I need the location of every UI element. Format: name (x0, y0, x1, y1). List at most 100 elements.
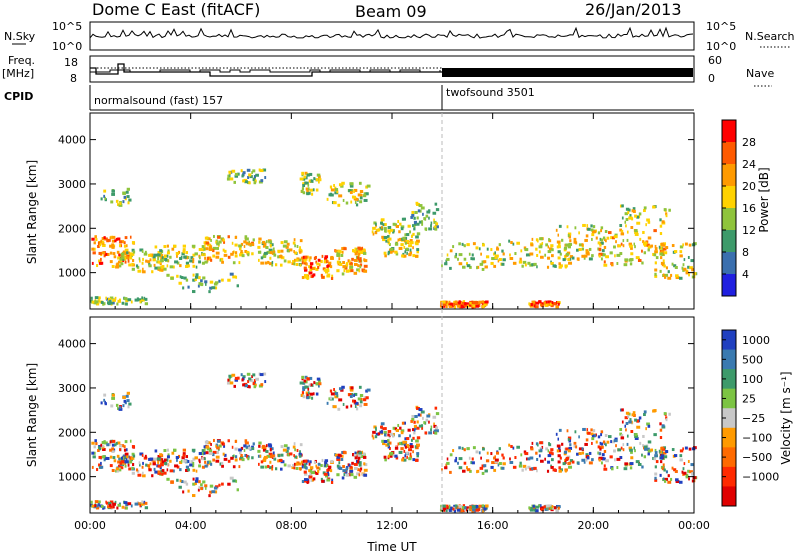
velocity-cell-935 (512, 465, 517, 469)
velocity-cell-808 (478, 504, 482, 508)
power-cell-153 (148, 253, 152, 257)
velocity-cell-1103 (604, 443, 607, 447)
power-cell-1123 (628, 242, 633, 246)
velocity-cell-230 (209, 447, 212, 451)
velocity-cell-1066 (586, 456, 590, 460)
power-cell-939 (548, 247, 553, 251)
noise-panel: N.Sky 10^5 10^0 10^5 10^0 N.Search (4, 20, 795, 53)
velocity-cell-662 (351, 392, 354, 396)
velocity-cell-742 (248, 377, 252, 381)
velocity-cell-839 (467, 508, 470, 512)
velocity-cell-371 (278, 458, 283, 462)
power-cell-989 (547, 245, 550, 249)
power-cell-1112 (641, 261, 644, 265)
velocity-cell-389 (283, 463, 287, 467)
power-cell-655 (315, 188, 319, 192)
power-cell-454 (330, 255, 334, 259)
velocity-cell-1041 (600, 442, 604, 446)
velocity-cell-714 (253, 379, 257, 383)
velocity-cell-726 (226, 381, 230, 385)
power-cell-16 (109, 236, 112, 240)
power-cell-840 (450, 303, 455, 307)
colorbar-tick-1-6: −500 (742, 451, 772, 464)
velocity-cell-207 (157, 464, 162, 468)
velocity-cell-1067 (567, 438, 570, 442)
power-cell-425 (320, 273, 323, 277)
velocity-cell-883 (484, 469, 488, 473)
colorbar-swatch-0-2 (722, 164, 736, 187)
velocity-cell-474 (340, 457, 344, 461)
power-cell-1075 (626, 230, 629, 234)
power-cell-639 (299, 177, 304, 181)
velocity-cell-451 (301, 465, 304, 469)
velocity-cell-1174 (663, 455, 668, 459)
velocity-cell-1011 (565, 447, 569, 451)
velocity-cell-633 (302, 386, 306, 390)
velocity-cell-1348 (97, 503, 100, 507)
power-cell-131 (152, 258, 156, 262)
velocity-cell-271 (212, 438, 215, 442)
power-cell-459 (323, 268, 328, 272)
velocity-cell-502 (351, 461, 354, 465)
velocity-cell-1332 (109, 500, 114, 504)
power-cell-659 (353, 188, 358, 192)
power-cell-984 (524, 248, 529, 252)
velocity-cell-663 (329, 389, 333, 393)
velocity-cell-361 (268, 452, 273, 456)
power-cell-28 (103, 254, 106, 258)
power-cell-1465 (192, 278, 196, 282)
velocity-cell-1212 (690, 463, 694, 467)
power-cell-206 (175, 252, 179, 256)
velocity-cell-1001 (590, 432, 594, 436)
power-cell-155 (125, 254, 128, 258)
velocity-cell-407 (327, 473, 330, 477)
power-cell-150 (138, 257, 141, 261)
velocity-cell-324 (299, 443, 303, 447)
power-cell-1330 (139, 300, 142, 304)
power-cell-291 (223, 253, 228, 257)
velocity-cell-1272 (380, 422, 385, 426)
noise-right-tick-top: 10^5 (706, 20, 736, 33)
velocity-cell-515 (338, 461, 341, 465)
power-cell-964 (551, 248, 554, 252)
velocity-cell-1277 (383, 430, 387, 434)
velocity-cell-963 (547, 460, 551, 464)
velocity-cell-1210 (674, 470, 678, 474)
cpid-label: CPID (4, 90, 33, 103)
power-cell-1414 (661, 220, 665, 224)
power-cell-47 (91, 237, 95, 241)
power-cell-1276 (392, 222, 396, 226)
power-cell-236 (207, 237, 211, 241)
velocity-cell-354 (259, 454, 262, 458)
power-cell-1065 (600, 229, 603, 233)
velocity-cell-1175 (658, 449, 661, 453)
power-cell-1153 (622, 244, 625, 248)
velocity-cell-426 (324, 460, 328, 464)
power-cell-1022 (600, 241, 604, 245)
power-cell-764 (104, 196, 106, 200)
velocity-cell-718 (246, 385, 250, 389)
power-cell-1060 (601, 249, 605, 253)
velocity-cell-689 (349, 388, 354, 392)
power-cell-267 (227, 235, 230, 239)
power-cell-1190 (678, 276, 683, 280)
velocity-cell-459 (323, 472, 328, 476)
power-cell-1455 (180, 276, 184, 280)
velocity-xtick-4: 16:00 (477, 519, 509, 532)
velocity-cell-540 (352, 453, 354, 457)
power-cell-584 (402, 252, 405, 256)
power-cell-307 (245, 241, 249, 245)
velocity-cell-1130 (634, 436, 639, 440)
velocity-cell-1010 (567, 436, 572, 440)
power-cell-1161 (642, 230, 645, 234)
power-cell-1296 (413, 225, 416, 229)
velocity-cell-292 (243, 444, 247, 448)
power-cell-1082 (609, 251, 613, 255)
power-cell-70 (106, 239, 110, 243)
power-cell-935 (512, 261, 517, 265)
velocity-cell-571 (408, 457, 412, 461)
power-cell-1213 (654, 250, 658, 254)
power-cell-1383 (411, 213, 415, 217)
power-cell-1463 (170, 276, 174, 280)
velocity-cell-767 (103, 398, 106, 402)
